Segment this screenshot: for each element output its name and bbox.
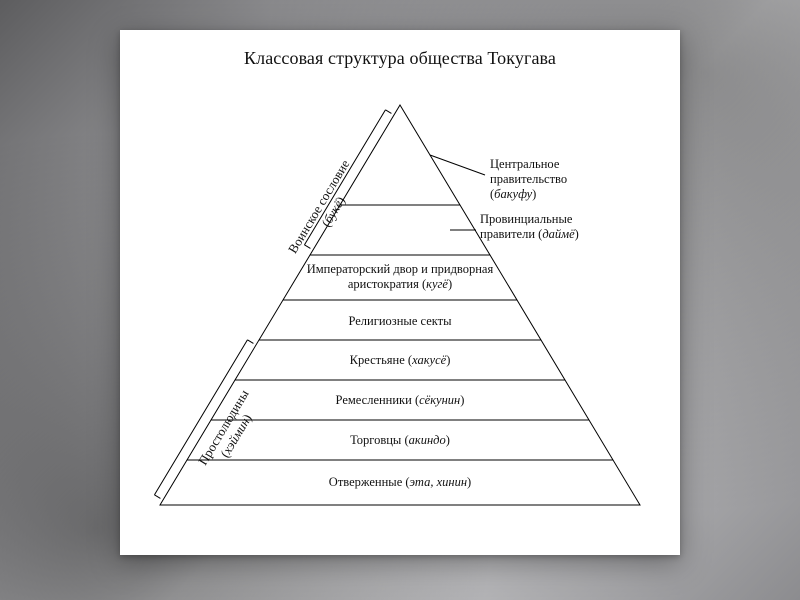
diagram-title: Классовая структура общества Токугава xyxy=(120,48,680,69)
slide-stage: Классовая структура общества Токугава Им… xyxy=(0,0,800,600)
side-group-buke: Воинское сословие(букё) xyxy=(285,157,366,264)
diagram-card: Классовая структура общества Токугава Им… xyxy=(120,30,680,555)
layer-court: Императорский двор и придворная xyxy=(307,262,494,276)
layer-peasants: Крестьяне (хакусё) xyxy=(350,353,451,367)
callout-daimyo-l1: правители (даймё) xyxy=(480,227,579,241)
callout-bakufu-l0: Центральное xyxy=(490,157,560,171)
layer-sects: Религиозные секты xyxy=(348,314,452,328)
layer-artisans: Ремесленники (сёкунин) xyxy=(336,393,465,407)
layer-court-l2: аристократия (кугё) xyxy=(348,277,452,291)
callout-daimyo-l0: Провинциальные xyxy=(480,212,573,226)
pyramid-svg: Императорский двор и придворнаяаристокра… xyxy=(120,85,680,550)
callout-bakufu-l2: (бакуфу) xyxy=(490,187,536,201)
layer-outcasts: Отверженные (эта, хинин) xyxy=(329,475,471,489)
callout-leader-bakufu xyxy=(430,155,485,175)
layer-merchants: Торговцы (акиндо) xyxy=(350,433,450,447)
side-group-heimin: Простолюдины(хэймин) xyxy=(195,387,265,476)
pyramid-svg-wrap: Императорский двор и придворнаяаристокра… xyxy=(120,85,680,550)
callout-bakufu-l1: правительство xyxy=(490,172,567,186)
